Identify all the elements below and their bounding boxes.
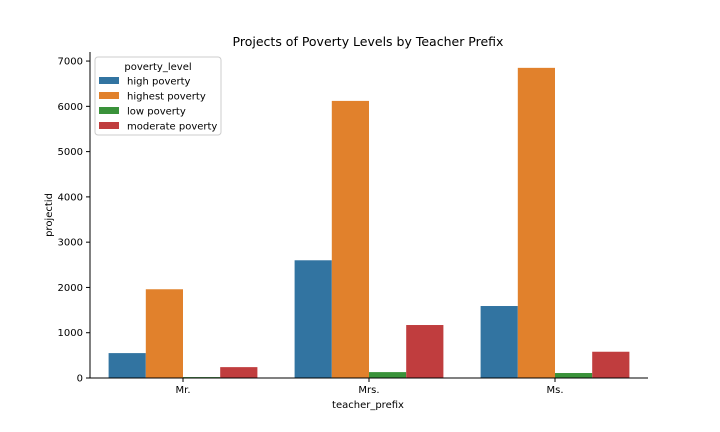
y-tick-label: 7000 [58,57,83,68]
legend-swatch [99,77,119,84]
legend-swatch [99,92,119,99]
legend-swatch [99,107,119,114]
legend-label: moderate poverty [127,122,217,133]
legend-frame [94,56,222,136]
x-axis: Mr. Mrs. Ms. [176,378,564,396]
y-tick-label: 2000 [58,283,83,294]
y-tick-label: 6000 [58,102,83,113]
legend-label: low poverty [127,107,186,118]
legend-label: high poverty [127,77,191,88]
legend: poverty_level high poverty highest povert… [94,56,222,136]
bar-high-poverty-ms [480,306,518,378]
bar-moderate-poverty-mr [220,367,258,378]
bar-highest-poverty-mr [145,289,183,378]
y-tick-label: 3000 [58,238,83,249]
bar-highest-poverty-ms [517,67,555,378]
x-tick-label: Ms. [546,385,563,396]
bar-high-poverty-mrs [294,260,332,378]
legend-label: highest poverty [127,92,206,103]
bar-moderate-poverty-mrs [406,325,444,378]
x-tick-label: Mr. [176,385,191,396]
bars-group [108,67,630,379]
bar-high-poverty-mr [108,353,146,378]
bar-moderate-poverty-ms [592,351,630,378]
x-axis-label: teacher_prefix [332,400,404,411]
chart-title: Projects of Poverty Levels by Teacher Pr… [233,34,504,49]
legend-title: poverty_level [124,62,191,73]
y-axis: 0 1000 2000 3000 4000 5000 6000 7000 [58,57,90,385]
bar-low-poverty-mrs [369,372,407,378]
y-axis-label: projectid [44,193,55,237]
y-tick-label: 0 [77,374,83,385]
y-tick-label: 4000 [58,192,83,203]
y-tick-label: 1000 [58,328,83,339]
legend-items: high poverty highest poverty low poverty mo… [99,77,217,133]
y-tick-label: 5000 [58,147,83,158]
bar-low-poverty-ms [555,373,593,378]
bar-highest-poverty-mrs [331,100,369,379]
x-tick-label: Mrs. [358,385,379,396]
legend-swatch [99,122,119,129]
